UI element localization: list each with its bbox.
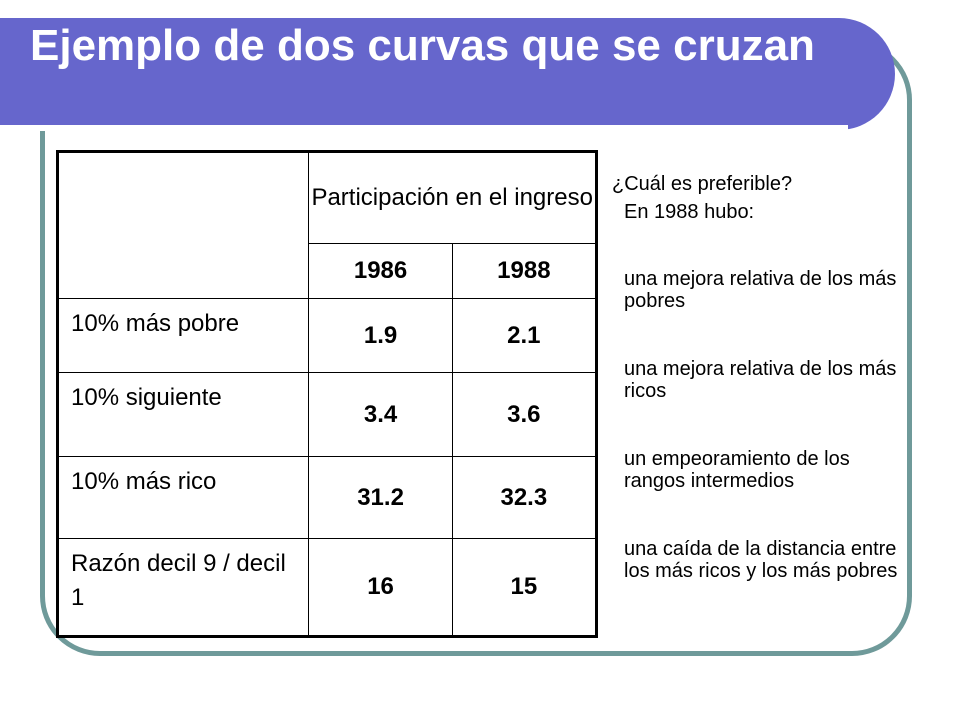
value-1986: 3.4 [308,372,453,457]
row-label: 10% más pobre [56,298,310,373]
intro-text: En 1988 hubo: [624,201,755,223]
table-corner-cell [56,151,310,299]
row-label: 10% siguiente [56,372,310,457]
row-label: Razón decil 9 / decil 1 [56,538,310,637]
side-panel: ¿Cuál es preferible? En 1988 hubo: una m… [606,170,906,582]
value-1988: 3.6 [451,372,598,457]
table-row: Razón decil 9 / decil 1 16 15 [56,538,598,637]
option-text: una mejora relativa de los más ricos [624,358,897,402]
table-header-row: Participación en el ingreso [56,151,597,299]
value-1988: 32.3 [451,456,598,539]
title-underline [0,125,848,131]
year-header-1988: 1988 [451,243,598,299]
value-1988: 15 [451,538,598,637]
option-text: un empeoramiento de los rangos intermedi… [624,448,850,492]
question-text: ¿Cuál es preferible? [612,173,793,195]
value-1986: 16 [308,538,453,637]
table-row: 10% siguiente 3.4 3.6 [56,372,598,457]
value-1986: 1.9 [308,298,453,373]
table-row: 10% más pobre 1.9 2.1 [56,298,598,373]
option-text: una caída de la distancia entre los más … [624,538,898,582]
row-label: 10% más rico [56,456,310,539]
column-group-header: Participación en el ingreso [308,151,597,244]
slide-title: Ejemplo de dos curvas que se cruzan [30,21,815,70]
option-text: una mejora relativa de los más pobres [624,268,897,312]
value-1988: 2.1 [451,298,598,373]
year-header-1986: 1986 [308,243,453,299]
value-1986: 31.2 [308,456,453,539]
title-bar [0,18,895,130]
income-share-table: Participación en el ingreso 1986 1988 10… [56,150,598,638]
table-row: 10% más rico 31.2 32.3 [56,456,598,539]
